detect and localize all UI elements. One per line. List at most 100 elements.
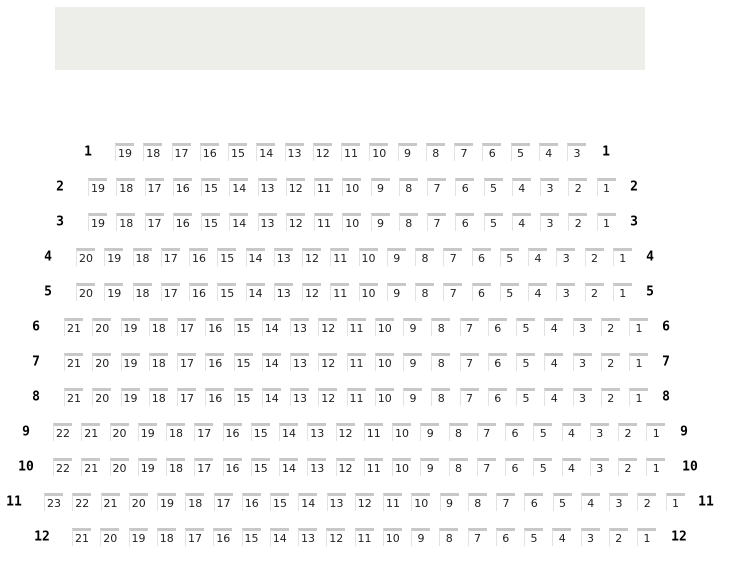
seat[interactable]: 16 <box>199 143 219 161</box>
seat[interactable]: 18 <box>166 423 185 441</box>
seat[interactable]: 9 <box>403 318 422 336</box>
seat[interactable]: 12 <box>312 143 332 161</box>
seat[interactable]: 15 <box>217 248 237 266</box>
seat[interactable]: 12 <box>318 353 338 371</box>
seat[interactable]: 11 <box>330 283 350 301</box>
seat[interactable]: 17 <box>177 353 196 371</box>
seat[interactable]: 10 <box>358 248 378 266</box>
seat[interactable]: 13 <box>284 143 304 161</box>
seat[interactable]: 2 <box>584 283 604 301</box>
seat[interactable]: 19 <box>104 248 124 266</box>
seat[interactable]: 12 <box>335 458 355 476</box>
seat[interactable]: 12 <box>318 388 338 406</box>
seat[interactable]: 4 <box>552 528 572 546</box>
seat[interactable]: 15 <box>201 213 220 231</box>
seat[interactable]: 7 <box>427 213 446 231</box>
seat[interactable]: 1 <box>596 178 616 196</box>
seat[interactable]: 8 <box>398 213 418 231</box>
seat[interactable]: 18 <box>148 318 168 336</box>
seat[interactable]: 14 <box>245 248 265 266</box>
seat[interactable]: 17 <box>177 318 196 336</box>
seat[interactable]: 9 <box>411 528 430 546</box>
seat[interactable]: 21 <box>72 528 91 546</box>
seat[interactable]: 13 <box>257 213 277 231</box>
seat[interactable]: 5 <box>552 493 572 511</box>
seat[interactable]: 6 <box>471 248 491 266</box>
seat[interactable]: 8 <box>431 353 451 371</box>
seat[interactable]: 10 <box>369 143 389 161</box>
seat[interactable]: 20 <box>92 353 112 371</box>
seat[interactable]: 8 <box>425 143 445 161</box>
seat[interactable]: 21 <box>64 318 83 336</box>
seat[interactable]: 11 <box>383 493 402 511</box>
seat[interactable]: 22 <box>53 458 72 476</box>
seat[interactable]: 18 <box>185 493 205 511</box>
seat[interactable]: 12 <box>335 423 355 441</box>
seat[interactable]: 16 <box>189 248 208 266</box>
seat[interactable]: 2 <box>637 493 657 511</box>
seat[interactable]: 11 <box>314 213 333 231</box>
seat[interactable]: 17 <box>144 213 164 231</box>
seat[interactable]: 18 <box>166 458 185 476</box>
seat[interactable]: 4 <box>561 458 581 476</box>
seat[interactable]: 1 <box>665 493 685 511</box>
seat[interactable]: 6 <box>524 493 544 511</box>
seat[interactable]: 5 <box>499 283 519 301</box>
seat[interactable]: 23 <box>44 493 63 511</box>
seat[interactable]: 3 <box>572 318 592 336</box>
seat[interactable]: 3 <box>567 143 586 161</box>
seat[interactable]: 14 <box>229 178 249 196</box>
seat[interactable]: 5 <box>533 458 553 476</box>
seat[interactable]: 19 <box>115 143 134 161</box>
seat[interactable]: 14 <box>245 283 265 301</box>
seat[interactable]: 6 <box>505 423 524 441</box>
seat[interactable]: 11 <box>346 353 366 371</box>
seat[interactable]: 4 <box>544 318 564 336</box>
seat[interactable]: 9 <box>439 493 459 511</box>
seat[interactable]: 6 <box>487 318 507 336</box>
seat[interactable]: 5 <box>510 143 530 161</box>
seat[interactable]: 9 <box>386 283 406 301</box>
seat[interactable]: 14 <box>261 388 281 406</box>
seat[interactable]: 12 <box>326 528 346 546</box>
seat[interactable]: 22 <box>53 423 72 441</box>
seat[interactable]: 10 <box>374 318 394 336</box>
seat[interactable]: 10 <box>392 458 411 476</box>
seat[interactable]: 9 <box>420 458 440 476</box>
seat[interactable]: 7 <box>459 353 479 371</box>
seat[interactable]: 20 <box>109 423 129 441</box>
seat[interactable]: 14 <box>279 458 298 476</box>
seat[interactable]: 4 <box>544 353 564 371</box>
seat[interactable]: 9 <box>420 423 440 441</box>
seat[interactable]: 18 <box>143 143 163 161</box>
seat[interactable]: 8 <box>439 528 459 546</box>
seat[interactable]: 12 <box>354 493 374 511</box>
seat[interactable]: 15 <box>201 178 220 196</box>
seat[interactable]: 8 <box>415 283 434 301</box>
seat[interactable]: 6 <box>471 283 491 301</box>
seat[interactable]: 17 <box>213 493 233 511</box>
seat[interactable]: 1 <box>629 353 648 371</box>
seat[interactable]: 17 <box>144 178 164 196</box>
seat[interactable]: 17 <box>194 423 214 441</box>
seat[interactable]: 2 <box>608 528 628 546</box>
seat[interactable]: 1 <box>596 213 616 231</box>
seat[interactable]: 10 <box>342 213 362 231</box>
seat[interactable]: 7 <box>496 493 515 511</box>
seat[interactable]: 7 <box>476 458 496 476</box>
seat[interactable]: 12 <box>285 213 305 231</box>
seat[interactable]: 3 <box>540 213 559 231</box>
seat[interactable]: 21 <box>81 423 101 441</box>
seat[interactable]: 12 <box>302 248 321 266</box>
seat[interactable]: 15 <box>217 283 237 301</box>
seat[interactable]: 10 <box>382 528 402 546</box>
seat[interactable]: 10 <box>342 178 362 196</box>
seat[interactable]: 7 <box>467 528 487 546</box>
seat[interactable]: 10 <box>374 388 394 406</box>
seat[interactable]: 3 <box>572 353 592 371</box>
seat[interactable]: 1 <box>629 388 648 406</box>
seat[interactable]: 9 <box>397 143 417 161</box>
seat[interactable]: 18 <box>116 178 136 196</box>
seat[interactable]: 9 <box>386 248 406 266</box>
seat[interactable]: 15 <box>241 528 261 546</box>
